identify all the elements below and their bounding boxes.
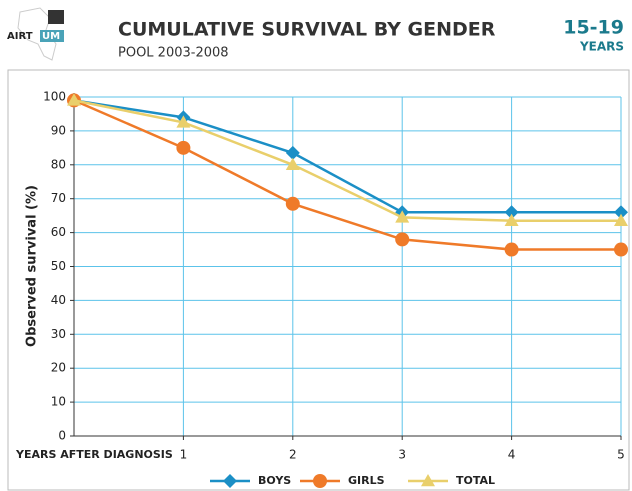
- data-point: [504, 242, 519, 257]
- series-line: [73, 99, 621, 251]
- legend-marker: [313, 474, 327, 488]
- logo-screen: [48, 10, 64, 24]
- y-tick-label: 100: [43, 90, 66, 104]
- data-point: [395, 232, 410, 247]
- y-axis-label: Observed survival (%): [25, 185, 40, 347]
- y-tick-label: 70: [51, 191, 66, 205]
- data-point: [614, 213, 628, 226]
- legend-label: GIRLS: [348, 474, 385, 487]
- y-tick-label: 90: [51, 123, 66, 137]
- data-point: [504, 205, 519, 220]
- x-tick-label: 5: [617, 448, 625, 462]
- data-point: [395, 210, 410, 223]
- age-range: 15-19: [563, 17, 624, 39]
- logo-map: [17, 7, 57, 61]
- y-tick-label: 50: [51, 259, 66, 273]
- y-tick-label: 80: [51, 157, 66, 171]
- chart-frame: [7, 69, 630, 491]
- legend-marker: [223, 474, 237, 488]
- data-point: [614, 242, 628, 257]
- data-point: [504, 213, 519, 226]
- age-unit: YEARS: [579, 40, 624, 54]
- data-point: [285, 145, 300, 160]
- x-axis-label: YEARS AFTER DIAGNOSIS: [15, 448, 173, 461]
- y-tick-label: 0: [58, 429, 66, 443]
- logo-text: UM: [42, 31, 60, 42]
- x-tick-label: 3: [398, 448, 406, 462]
- y-tick-label: 30: [51, 327, 66, 341]
- data-point: [285, 157, 300, 171]
- series-line: [73, 99, 621, 222]
- legend-label: TOTAL: [456, 474, 495, 487]
- data-point: [176, 140, 191, 155]
- y-tick-label: 20: [51, 361, 66, 375]
- x-tick-label: 1: [180, 448, 188, 462]
- x-tick-label: 4: [508, 448, 516, 462]
- data-point: [614, 205, 628, 220]
- logo-box: [40, 30, 64, 42]
- data-point: [67, 93, 81, 106]
- series-line: [73, 99, 621, 214]
- data-point: [285, 196, 300, 211]
- y-tick-label: 40: [51, 293, 66, 307]
- chart-subtitle: POOL 2003-2008: [118, 46, 229, 61]
- y-tick-label: 60: [51, 225, 66, 239]
- chart-title: CUMULATIVE SURVIVAL BY GENDER: [118, 19, 496, 41]
- x-tick-label: 2: [289, 448, 297, 462]
- data-point: [176, 115, 191, 128]
- legend-label: BOYS: [258, 474, 291, 487]
- y-tick-label: 10: [51, 395, 66, 409]
- logo-text: AIRT: [7, 31, 33, 42]
- legend-marker: [421, 474, 435, 487]
